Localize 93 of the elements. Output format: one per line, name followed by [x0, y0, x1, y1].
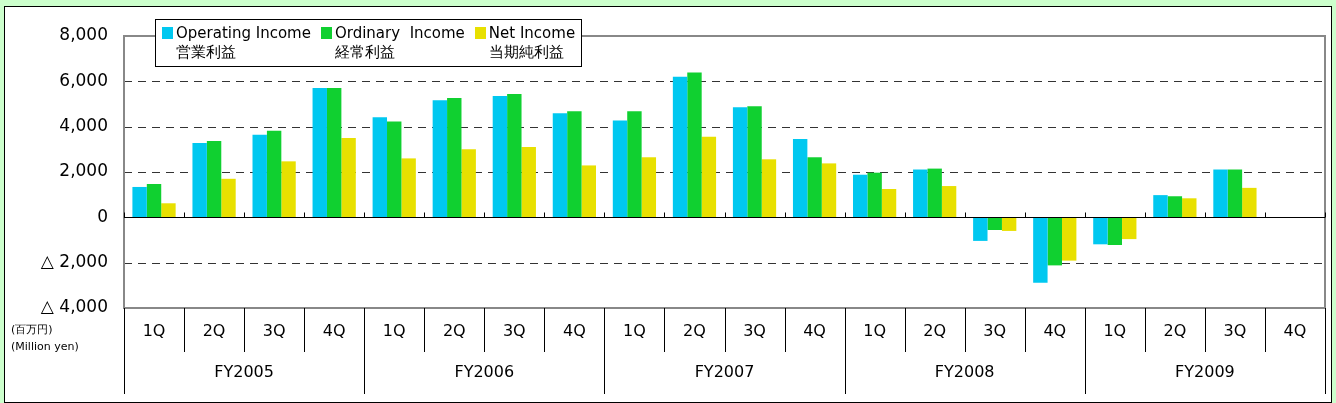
y-tick-label: 6,000 [59, 69, 108, 90]
bar [641, 157, 657, 218]
bar [206, 140, 222, 218]
bar [973, 217, 988, 241]
bar [853, 174, 868, 218]
bar [927, 168, 942, 218]
bar [821, 163, 837, 218]
bar [281, 161, 296, 218]
bar [881, 189, 897, 218]
y-tick-label: 4,000 [59, 115, 108, 136]
x-tick-label: 4Q [1043, 320, 1067, 340]
bar [807, 157, 822, 218]
bar [461, 149, 476, 218]
bar [161, 203, 176, 218]
x-tick-label: 2Q [202, 320, 226, 340]
bar [552, 113, 568, 218]
x-tick-label: 2Q [1163, 320, 1187, 340]
bar [401, 158, 416, 218]
bar [312, 87, 327, 218]
bar [1061, 217, 1077, 261]
bar [146, 184, 162, 218]
x-tick-label: 2Q [442, 320, 466, 340]
bar [1227, 169, 1243, 218]
bar [612, 120, 628, 218]
bar [867, 172, 882, 218]
y-tick-label: △ 4,000 [40, 296, 108, 317]
bar [761, 159, 777, 218]
bar [1213, 169, 1228, 218]
x-tick-label: 3Q [983, 320, 1007, 340]
bar [521, 147, 536, 218]
y-tick-label: △ 2,000 [40, 251, 108, 272]
bar [252, 134, 267, 218]
bar [387, 121, 402, 218]
x-tick-label: 2Q [683, 320, 706, 340]
bar [701, 136, 717, 218]
bar [1182, 198, 1197, 218]
y-axis-title: (百万円) (Million yen) [11, 322, 79, 355]
bar [266, 130, 282, 218]
x-tick-label: 3Q [1223, 320, 1247, 340]
bar [1167, 196, 1183, 218]
text: FY2007 [694, 362, 755, 382]
x-tick-label: 1Q [863, 320, 887, 340]
bar [567, 111, 582, 218]
bar [687, 72, 702, 218]
x-tick-label: 1Q [623, 320, 646, 340]
x-tick-label: 4Q [1283, 320, 1307, 340]
bar [192, 142, 207, 218]
x-tick-label: 2Q [923, 320, 947, 340]
bar [507, 94, 522, 218]
bar [492, 96, 508, 218]
bar [1122, 217, 1137, 240]
bar [913, 169, 928, 218]
x-tick-label: 1Q [1103, 320, 1127, 340]
legend-label: Net Income 当期純利益 [488, 24, 576, 62]
y-tick-label: 2,000 [59, 160, 108, 181]
y-tick-label: 8,000 [59, 24, 108, 45]
x-tick-label: 4Q [562, 320, 586, 340]
bar [747, 106, 762, 218]
bar [581, 165, 596, 218]
x-tick-label: 1Q [142, 320, 166, 340]
bar [792, 138, 808, 218]
text: FY2008 [934, 362, 995, 382]
x-tick-label: 4Q [322, 320, 346, 340]
x-tick-label: 3Q [743, 320, 766, 340]
bar [1001, 217, 1017, 231]
legend-label: Operating Income 営業利益 [176, 24, 311, 62]
x-tick-label: 1Q [382, 320, 406, 340]
bar [1047, 217, 1062, 266]
x-tick-label: 3Q [262, 320, 286, 340]
bar [1242, 187, 1257, 218]
y-tick-label: 0 [97, 205, 108, 226]
text: FY2006 [454, 362, 515, 382]
bar [432, 100, 448, 218]
bar [132, 186, 147, 218]
x-tick-label: 3Q [502, 320, 526, 340]
legend-label: Ordinary Income 経常利益 [334, 24, 465, 62]
bar [1107, 217, 1123, 245]
bar [341, 138, 356, 218]
text: FY2009 [1175, 362, 1235, 382]
x-tick-label: 4Q [803, 320, 826, 340]
text: FY2005 [214, 362, 274, 382]
bar [941, 186, 957, 218]
bar [326, 87, 342, 218]
bar [1153, 195, 1168, 218]
bar [221, 178, 236, 218]
bar [372, 117, 388, 218]
bar [627, 111, 642, 218]
bar [1033, 217, 1048, 283]
bar [987, 217, 1002, 231]
bar [672, 76, 688, 218]
bar [732, 107, 748, 218]
bar [447, 98, 462, 218]
bar [1093, 217, 1108, 245]
